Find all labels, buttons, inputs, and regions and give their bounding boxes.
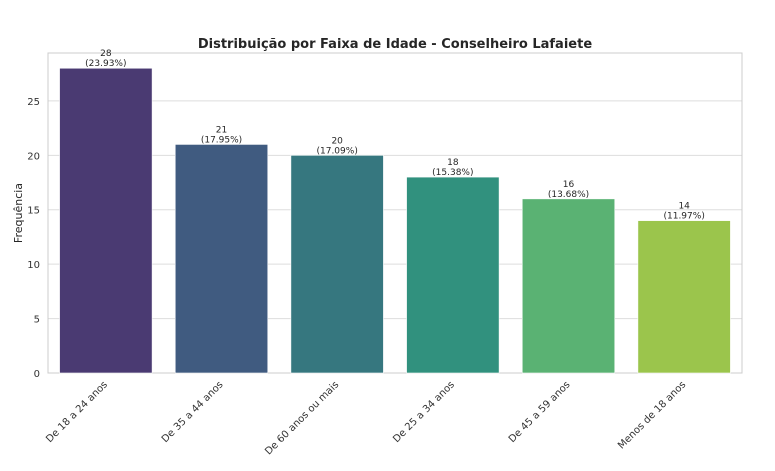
bar: [521, 198, 616, 374]
y-axis-label: Frequência: [12, 183, 25, 243]
bar-value-label: 28: [100, 49, 112, 59]
bar-percent-label: (11.97%): [663, 212, 704, 222]
x-tick-label: De 60 anos ou mais: [263, 379, 341, 457]
bar-percent-label: (17.95%): [201, 135, 242, 145]
bar-percent-label: (15.38%): [432, 168, 473, 178]
bar-value-label: 16: [563, 180, 575, 190]
x-tick-label: De 45 a 59 anos: [507, 379, 573, 445]
bar-value-label: 14: [678, 202, 690, 212]
bar-percent-label: (13.68%): [548, 190, 589, 200]
y-tick-label: 25: [27, 97, 40, 108]
bar-value-label: 18: [447, 158, 459, 168]
bar: [59, 67, 153, 374]
bar: [637, 220, 731, 374]
plot-frame: [47, 52, 743, 374]
y-tick-label: 5: [34, 315, 40, 326]
x-tick-label: De 25 a 34 anos: [391, 379, 457, 445]
y-tick-label: 0: [34, 369, 40, 380]
bar: [174, 144, 269, 374]
chart-title: Distribuição por Faixa de Idade - Consel…: [198, 37, 592, 52]
x-tick-label: Menos de 18 anos: [616, 379, 688, 451]
y-tick-label: 10: [27, 260, 40, 271]
x-tick-label: De 18 a 24 anos: [44, 379, 110, 445]
bar-value-label: 20: [331, 136, 343, 146]
bar-value-label: 21: [216, 125, 227, 135]
bar: [290, 155, 384, 374]
y-tick-label: 15: [27, 206, 40, 217]
y-tick-label: 20: [27, 151, 40, 162]
bar-percent-label: (17.09%): [316, 146, 357, 156]
bar: [406, 176, 500, 374]
bar-percent-label: (23.93%): [85, 59, 126, 69]
x-tick-label: De 35 a 44 anos: [160, 379, 226, 445]
